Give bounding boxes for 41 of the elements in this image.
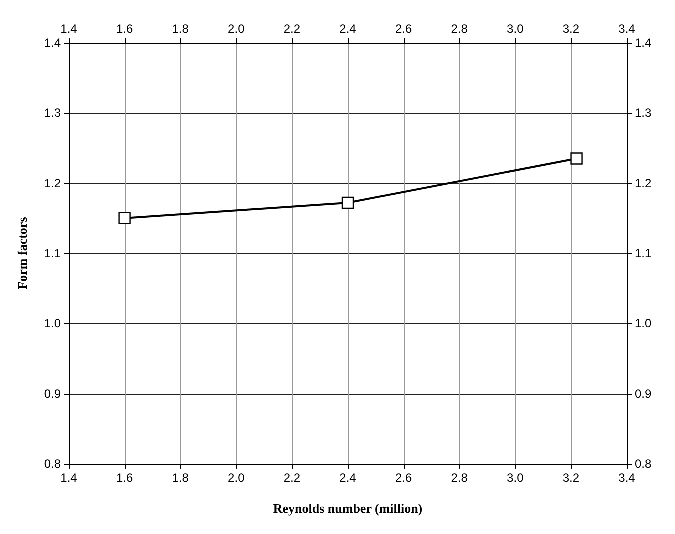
y-tick-label: 1.4 xyxy=(44,36,62,50)
x2-tick-label: 2.8 xyxy=(451,22,468,36)
x-tick-label: 3.0 xyxy=(507,471,524,485)
x2-tick-label: 2.2 xyxy=(284,22,301,36)
x-tick-label: 1.4 xyxy=(60,471,78,485)
y2-tick-label: 1.4 xyxy=(635,36,652,50)
x2-tick-label: 1.4 xyxy=(60,22,78,36)
x-tick-label: 3.4 xyxy=(618,471,636,485)
y2-tick-label: 1.2 xyxy=(635,176,652,190)
y2-tick-label: 0.9 xyxy=(635,386,652,401)
y-tick-label: 1.3 xyxy=(44,106,62,120)
y-tick-label: 1.1 xyxy=(44,246,62,260)
x-tick-label: 1.8 xyxy=(172,471,190,485)
x2-tick-label: 3.2 xyxy=(562,22,580,36)
x-tick-label: 3.2 xyxy=(562,471,580,485)
x2-tick-label: 3.0 xyxy=(507,22,524,36)
x-tick-label: 1.6 xyxy=(116,471,134,485)
x-axis-title: Reynolds number (million) xyxy=(273,501,423,516)
y-tick-label: 0.9 xyxy=(44,386,62,401)
y2-tick-label: 1.0 xyxy=(635,316,652,331)
point xyxy=(570,152,583,165)
point xyxy=(118,212,131,225)
point xyxy=(342,196,354,210)
x2-tick-label: 2.0 xyxy=(228,22,246,36)
y2-tick-label: 1.1 xyxy=(635,246,652,260)
x-tick-label: 2.4 xyxy=(340,471,357,485)
x-tick-label: 2.8 xyxy=(451,471,468,485)
x2-tick-label: 1.8 xyxy=(172,22,190,36)
y-axis-title: Form factors xyxy=(15,217,30,290)
y-tick-label: 1.2 xyxy=(44,176,62,190)
y-tick-label: 0.8 xyxy=(44,457,62,471)
y-tick-label: 1.0 xyxy=(44,316,62,331)
y2-tick-label: 0.8 xyxy=(635,457,652,471)
x-tick-label: 2.2 xyxy=(284,471,301,485)
x2-tick-label: 2.6 xyxy=(395,22,412,36)
x2-tick-label: 3.4 xyxy=(618,22,636,36)
y2-tick-label: 1.3 xyxy=(635,106,652,120)
x2-tick-label: 1.6 xyxy=(116,22,134,36)
x-tick-label: 2.0 xyxy=(228,471,246,485)
x2-tick-label: 2.4 xyxy=(340,22,357,36)
x-tick-label: 2.6 xyxy=(395,471,412,485)
